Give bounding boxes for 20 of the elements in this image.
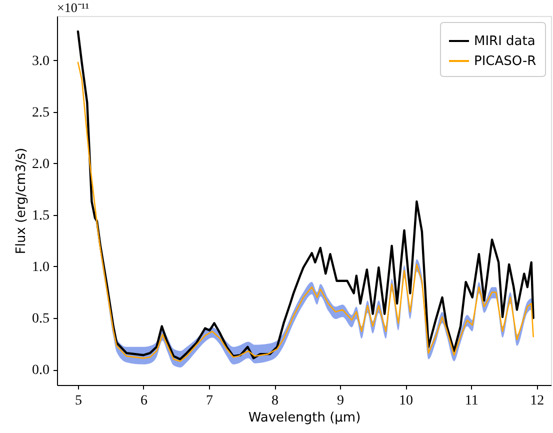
y-tick-label: 3.0 [32, 54, 50, 69]
y-axis-title: Flux (erg/cm3/s) [14, 148, 29, 254]
x-tick-label: 11 [464, 394, 478, 408]
y-tick-label: 2.0 [32, 156, 50, 172]
x-tick-label: 9 [337, 394, 344, 408]
text: ×10⁻¹¹ [57, 0, 90, 15]
x-tick-label: 10 [399, 394, 414, 408]
y-tick-label: 1.0 [32, 260, 50, 275]
legend-label: MIRI data [474, 34, 536, 49]
legend-label: PICASO-R [474, 54, 536, 69]
x-tick-label: 7 [206, 394, 213, 408]
x-tick-label: 6 [140, 394, 148, 408]
y-tick-label: 0.0 [32, 363, 50, 378]
y-tick-label: 2.5 [32, 105, 50, 120]
x-tick-label: 12 [530, 394, 544, 408]
y-tick-label: 0.5 [32, 312, 50, 327]
x-axis-title: Wavelength (µm) [248, 410, 361, 426]
y-tick-label: 1.5 [32, 208, 50, 224]
x-tick-label: 5 [74, 394, 82, 408]
x-tick-label: 8 [272, 394, 279, 408]
